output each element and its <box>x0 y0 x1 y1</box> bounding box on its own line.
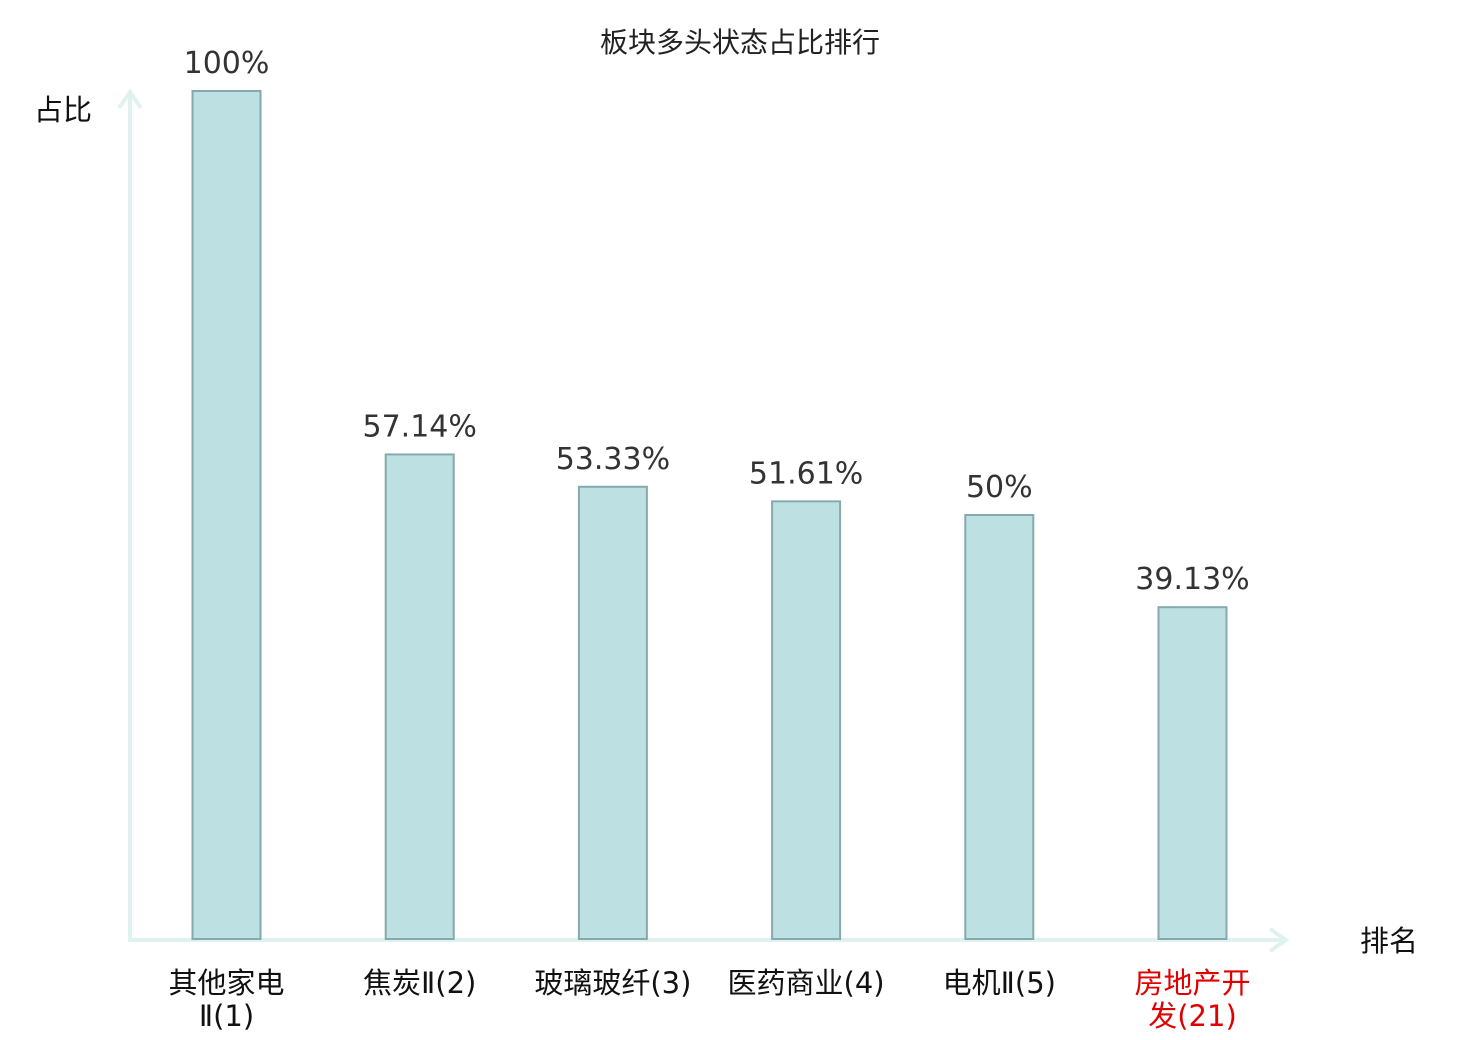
category-label-line: Ⅱ(1) <box>199 999 254 1033</box>
bar-series <box>191 90 1228 940</box>
category-label-5: 电机Ⅱ(5) <box>943 966 1056 1000</box>
bar-value-label-3: 53.33% <box>556 442 670 477</box>
category-label-2: 焦炭Ⅱ(2) <box>363 966 476 1000</box>
chart-title: 板块多头状态占比排行 <box>600 26 880 59</box>
bar-2 <box>384 453 455 940</box>
y-axis: 占比 <box>34 88 143 940</box>
bar-value-label-5: 50% <box>966 470 1033 505</box>
x-axis-label: 排名 <box>1360 924 1418 958</box>
category-label-line: 发(21) <box>1148 999 1237 1033</box>
category-label-line: 焦炭Ⅱ(2) <box>363 966 476 1000</box>
bar-value-label-6: 39.13% <box>1135 562 1249 597</box>
y-axis-arrow-icon <box>117 88 143 110</box>
bar-value-label-2: 57.14% <box>363 409 477 444</box>
category-label-4: 医药商业(4) <box>728 966 885 1000</box>
bar-5 <box>964 514 1035 940</box>
category-label-3: 玻璃玻纤(3) <box>534 966 691 1000</box>
category-label-line: 其他家电 <box>168 966 284 1000</box>
category-label-line: 玻璃玻纤(3) <box>534 966 691 1000</box>
bar-6 <box>1157 606 1228 940</box>
y-axis-label: 占比 <box>34 93 92 127</box>
category-label-line: 医药商业(4) <box>728 966 885 1000</box>
x-axis-arrow-icon <box>1268 927 1290 953</box>
category-label-line: 房地产开 <box>1134 966 1250 1000</box>
bar-value-label-1: 100% <box>184 46 270 81</box>
category-label-line: 电机Ⅱ(5) <box>943 966 1056 1000</box>
x-axis: 排名 <box>128 924 1418 958</box>
data-labels: 100% 57.14% 53.33% 51.61% 50% 39.13% <box>184 46 1250 597</box>
bar-1 <box>191 90 262 940</box>
bar-value-label-4: 51.61% <box>749 456 863 491</box>
bar-4 <box>771 500 842 940</box>
bar-3 <box>577 485 648 940</box>
